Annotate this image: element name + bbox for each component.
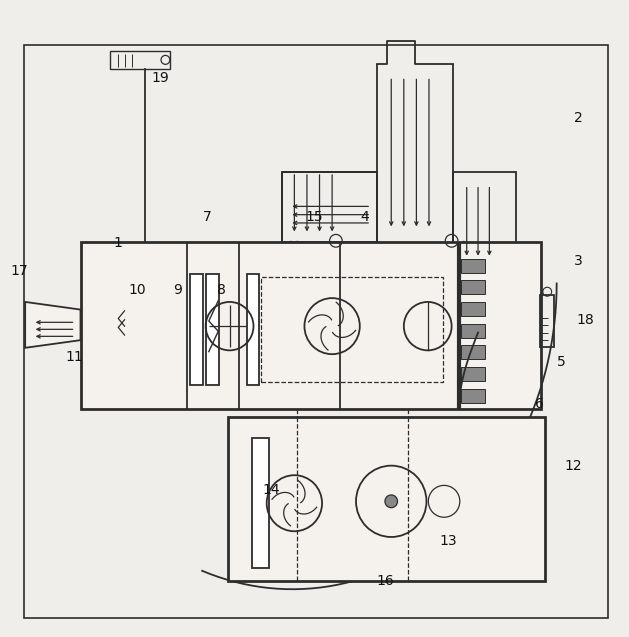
Text: 10: 10 [128,283,146,297]
Bar [110,51,170,69]
Text: 4: 4 [360,210,369,224]
Bar [81,242,541,409]
Text: 17: 17 [10,264,28,278]
Text: 6: 6 [535,397,544,412]
Bar [247,274,259,385]
Bar [461,324,485,338]
Text: 8: 8 [217,283,226,297]
Bar [261,277,443,382]
Bar [453,172,516,268]
Bar [540,295,554,347]
Text: 9: 9 [174,283,182,297]
Text: 12: 12 [565,459,582,473]
Text: 16: 16 [376,574,394,588]
Bar [461,280,485,294]
Text: 14: 14 [263,483,281,497]
Bar [461,345,485,359]
Text: 5: 5 [557,355,566,369]
Bar [461,389,485,403]
Bar [461,367,485,381]
Bar [228,417,545,581]
Text: 1: 1 [114,236,123,250]
Bar [206,274,219,385]
Text: 19: 19 [152,71,169,85]
Bar [461,259,485,273]
Bar [190,274,203,385]
Text: 2: 2 [574,111,583,125]
Bar [461,302,485,316]
Text: 7: 7 [203,210,212,224]
Bar [252,438,269,568]
Text: 15: 15 [306,210,323,224]
Text: 3: 3 [574,254,583,268]
Text: 18: 18 [576,313,594,327]
Circle shape [385,495,398,508]
Text: 11: 11 [65,350,83,364]
Polygon shape [25,302,81,348]
Bar [282,172,377,242]
Text: 13: 13 [439,534,457,548]
